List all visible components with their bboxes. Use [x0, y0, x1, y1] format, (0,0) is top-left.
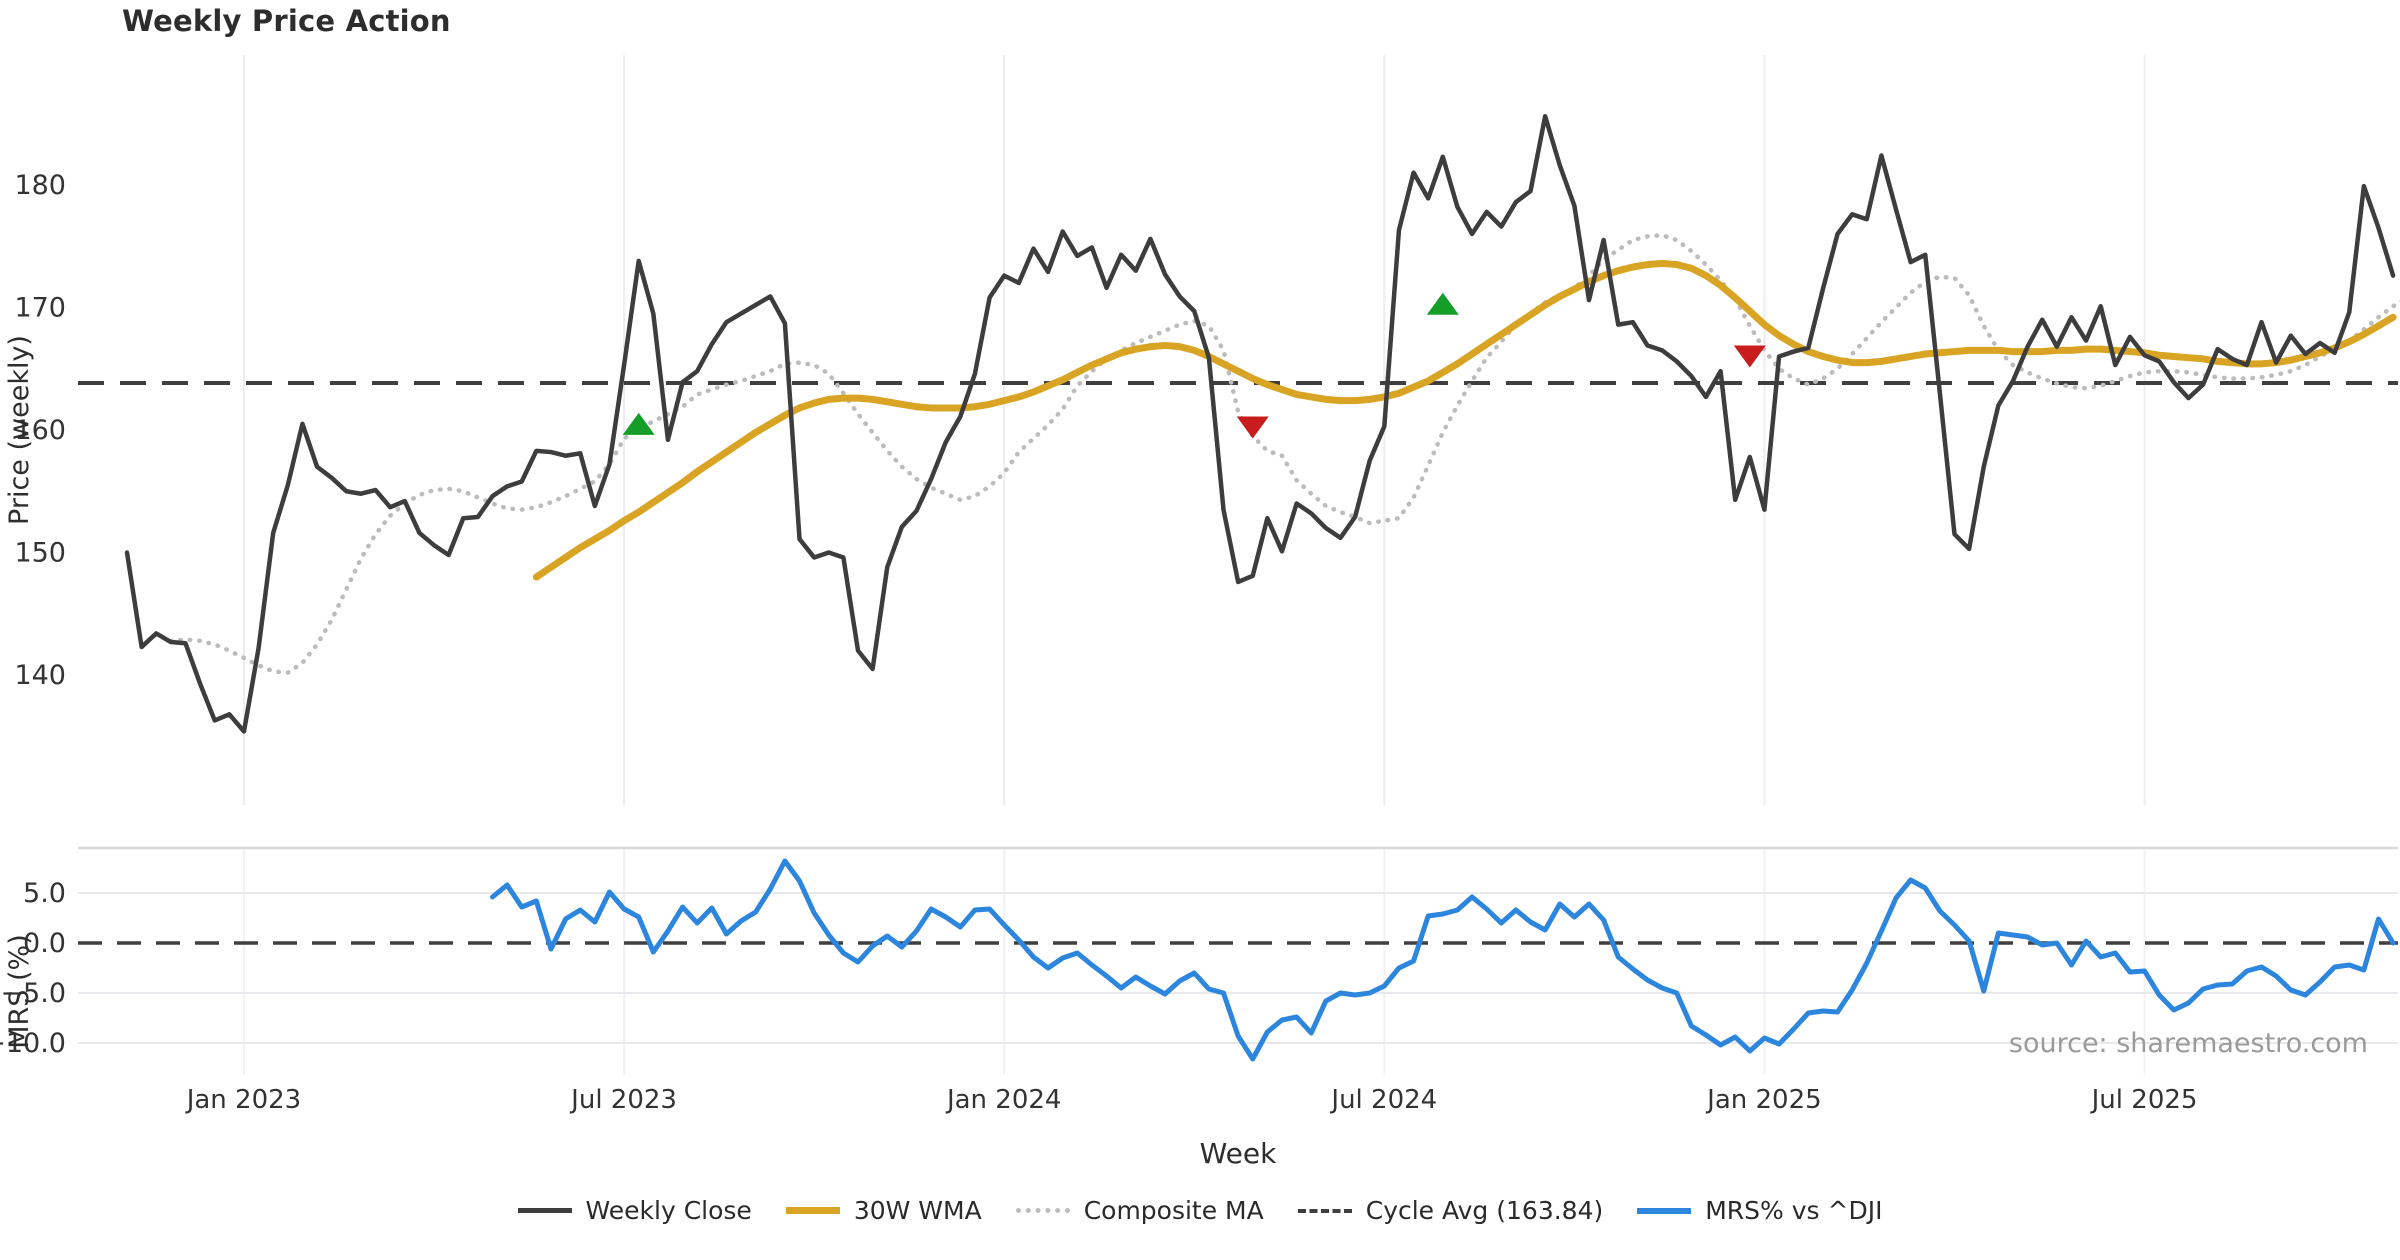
legend-label: Cycle Avg (163.84)	[1365, 1196, 1604, 1225]
legend-swatch-solid	[1637, 1207, 1692, 1214]
legend-item: Cycle Avg (163.84)	[1297, 1196, 1604, 1225]
mrs-axis-label: MRS (%)	[4, 934, 35, 1049]
legend-swatch-dashed	[1297, 1208, 1352, 1213]
price-ytick-label: 160	[14, 415, 66, 446]
price-ytick-label: 150	[14, 538, 66, 569]
buy-signal-marker	[1426, 292, 1459, 315]
mrs-ytick-label: 5.0	[23, 878, 66, 909]
price-axis-label: Price (weekly)	[4, 335, 35, 525]
legend-swatch-solid	[517, 1208, 572, 1213]
legend-item: Composite MA	[1015, 1196, 1264, 1225]
price-ytick-label: 170	[14, 292, 66, 323]
legend-swatch-solid	[785, 1207, 840, 1214]
legend-item: MRS% vs ^DJI	[1637, 1196, 1882, 1225]
xtick-label: Jul 2023	[569, 1085, 677, 1115]
xtick-label: Jan 2025	[1705, 1085, 1822, 1115]
chart-legend: Weekly Close 30W WMA Composite MA Cycle Avg…	[0, 1196, 2400, 1225]
sell-signal-marker	[1733, 345, 1766, 368]
composite-ma-line	[168, 232, 2400, 675]
week-axis-label: Week	[1200, 1137, 1277, 1170]
sell-signal-marker	[1236, 416, 1269, 439]
xtick-label: Jan 2023	[185, 1085, 302, 1115]
mrs-ytick-label: 0.0	[23, 928, 66, 959]
chart-title: Weekly Price Action	[122, 4, 451, 38]
xtick-label: Jul 2025	[2090, 1085, 2198, 1115]
legend-label: Weekly Close	[585, 1196, 752, 1225]
legend-swatch-dotted	[1015, 1208, 1070, 1213]
legend-item: Weekly Close	[517, 1196, 752, 1225]
price-ytick-label: 140	[14, 660, 66, 691]
xtick-label: Jan 2024	[945, 1085, 1062, 1115]
weekly-close-line	[124, 114, 2396, 734]
price-ytick-label: 180	[14, 170, 66, 201]
xtick-label: Jul 2024	[1329, 1085, 1437, 1115]
source-note: source: sharemaestro.com	[2009, 1028, 2368, 1059]
wma-30w-line	[532, 259, 2397, 581]
mrs-line	[490, 858, 2396, 1062]
legend-item: 30W WMA	[785, 1196, 982, 1225]
mrs-ytick-label: −5.0	[0, 978, 66, 1009]
mrs-ytick-label: −10.0	[0, 1028, 66, 1059]
buy-signal-marker	[622, 412, 655, 435]
legend-label: 30W WMA	[853, 1196, 982, 1225]
legend-label: Composite MA	[1083, 1196, 1264, 1225]
legend-label: MRS% vs ^DJI	[1705, 1196, 1883, 1225]
